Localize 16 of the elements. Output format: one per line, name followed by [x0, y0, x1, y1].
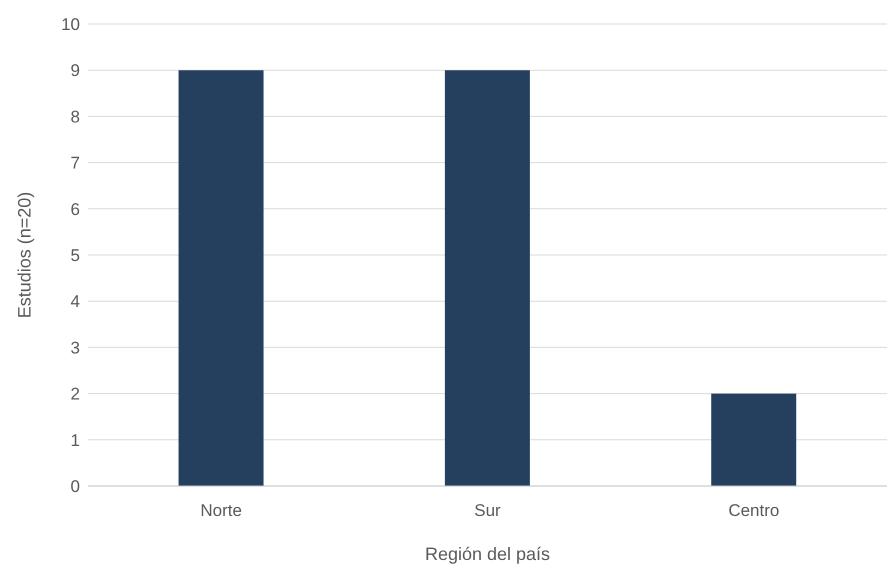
y-tick-label: 8 — [70, 107, 80, 126]
y-tick-label: 0 — [70, 477, 80, 496]
y-tick-label: 1 — [70, 430, 80, 450]
y-tick-label: 6 — [70, 200, 80, 219]
x-axis-title: Región del país — [424, 544, 550, 564]
y-axis-title: Estudios (n=20) — [14, 192, 34, 318]
x-tick-label: Sur — [474, 501, 502, 520]
y-tick-label: 5 — [70, 246, 80, 266]
y-tick-label: 3 — [70, 338, 80, 358]
y-tick-label: 4 — [70, 292, 80, 312]
x-tick-label: Centro — [728, 501, 780, 520]
y-tick-label: 10 — [61, 15, 80, 34]
x-tick-label: Norte — [200, 501, 242, 520]
y-tick-label: 7 — [70, 154, 80, 173]
y-tick-label: 2 — [70, 384, 80, 404]
y-tick-label: 9 — [70, 61, 80, 80]
